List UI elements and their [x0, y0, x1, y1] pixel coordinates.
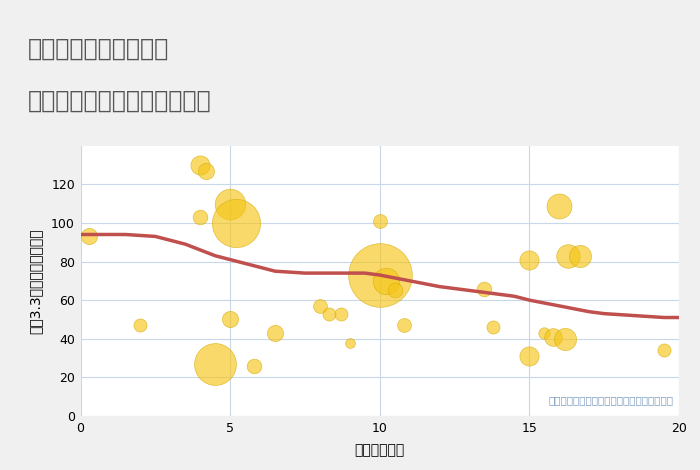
Text: 円の大きさは、取引のあった物件面積を示す: 円の大きさは、取引のあった物件面積を示す [548, 395, 673, 405]
Point [225, 316, 236, 323]
Point [134, 321, 146, 329]
Point [225, 200, 236, 207]
Point [563, 252, 574, 259]
Point [323, 310, 335, 317]
Text: 奈良県奈良市須川町の: 奈良県奈良市須川町の [28, 37, 169, 61]
Point [248, 362, 260, 369]
Point [524, 256, 535, 263]
X-axis label: 駅距離（分）: 駅距離（分） [355, 443, 405, 457]
Point [539, 329, 550, 337]
Point [344, 339, 356, 346]
Y-axis label: 坪（3.3㎡）単価（万円）: 坪（3.3㎡）単価（万円） [29, 228, 43, 334]
Point [575, 252, 586, 259]
Point [547, 333, 559, 341]
Point [389, 287, 400, 294]
Text: 駅距離別中古マンション価格: 駅距離別中古マンション価格 [28, 89, 211, 113]
Point [270, 329, 281, 337]
Point [374, 217, 385, 225]
Point [201, 167, 212, 174]
Point [398, 321, 409, 329]
Point [479, 285, 490, 292]
Point [560, 335, 571, 343]
Point [554, 202, 565, 209]
Point [335, 310, 346, 317]
Point [659, 346, 670, 354]
Point [374, 271, 385, 279]
Point [488, 323, 499, 331]
Point [380, 277, 391, 285]
Point [209, 360, 220, 368]
Point [84, 233, 95, 240]
Point [195, 161, 206, 169]
Point [314, 302, 326, 310]
Point [524, 352, 535, 360]
Point [195, 213, 206, 221]
Point [230, 219, 241, 227]
